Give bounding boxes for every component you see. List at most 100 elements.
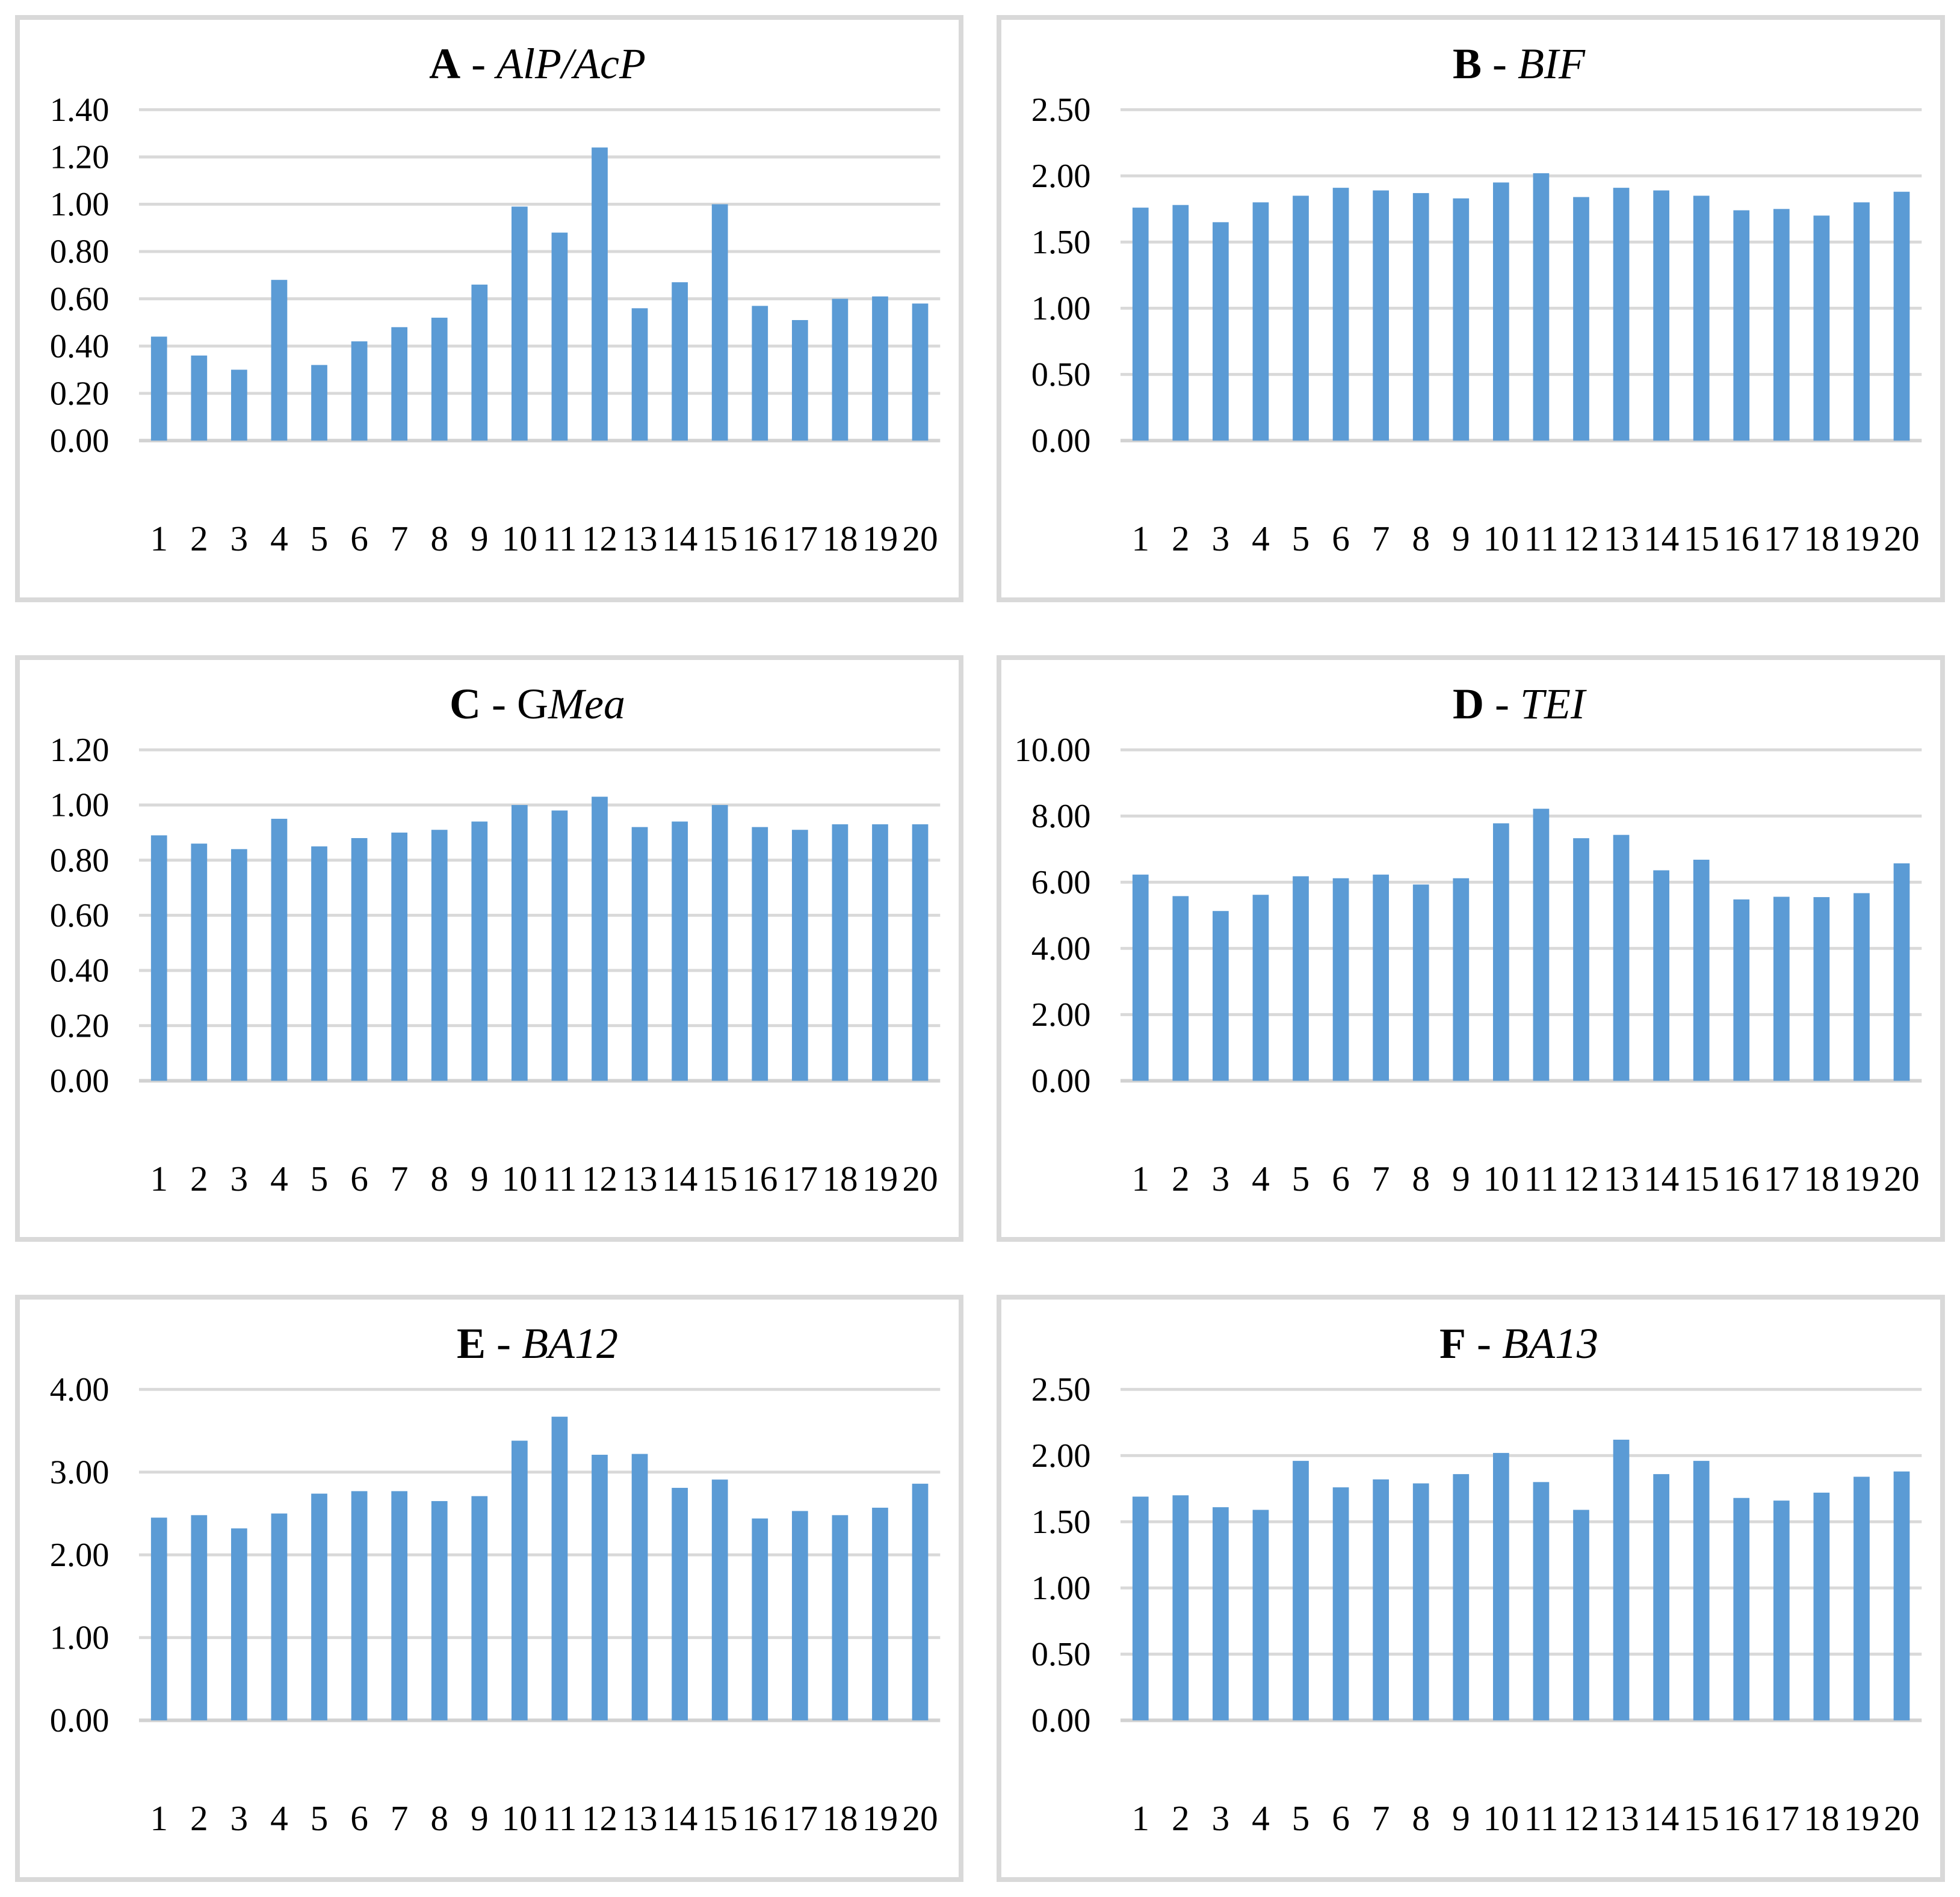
bar-2 [191,355,208,441]
x-tick-label: 7 [1372,1159,1390,1198]
bar-12 [592,1455,608,1721]
x-tick-label: 8 [1412,519,1430,558]
bar-14 [1653,870,1669,1081]
bar-4 [271,818,288,1081]
x-tick-label: 3 [1212,1159,1230,1198]
y-tick-label: 6.00 [1031,864,1091,901]
chart-panel-a: A - AlP/AcP 0.00 0.20 0.40 0.60 0.80 1.00 1.20… [15,15,963,602]
x-tick-label: 10 [502,1799,537,1839]
bar-1 [1132,208,1149,441]
x-tick-label: 17 [782,1159,818,1198]
bar-14 [672,821,688,1081]
y-tick-label: 4.00 [1031,930,1091,967]
x-tick-label: 9 [471,1159,489,1198]
x-tick-label: 4 [270,1159,288,1198]
bar-8 [1412,193,1429,441]
x-tick-label: 3 [1212,519,1230,558]
x-tick-label: 15 [1684,519,1719,558]
chart-title: B - BIF [1122,40,1916,88]
bar-6 [1332,188,1349,441]
bar-7 [1373,190,1390,441]
bar-14 [1653,1474,1669,1721]
chart-title-name-italic: AlP/AcP [496,40,646,88]
bar-17 [791,829,808,1081]
bar-4 [271,280,288,441]
bar-10 [511,804,528,1081]
x-tick-label: 14 [1643,519,1679,558]
x-tick-label: 11 [542,1799,577,1839]
chart-title-name-italic: BIF [1518,40,1585,88]
bar-3 [231,369,247,441]
x-tick-label: 19 [862,1799,898,1839]
bar-11 [551,810,568,1081]
bar-3 [231,848,247,1081]
bar-5 [1293,196,1309,441]
bar-9 [1453,878,1470,1081]
x-tick-label: 20 [1884,519,1919,558]
y-tick-label: 0.20 [50,1007,110,1044]
bar-20 [1893,191,1910,441]
bar-12 [1573,837,1589,1081]
x-tick-label: 12 [1563,1159,1599,1198]
bar-7 [1373,874,1390,1081]
bar-chart-a: 0.000.200.400.600.801.001.201.401 2 3 4 5 6 7 8… [50,91,941,558]
y-tick-label: 0.00 [50,1703,110,1740]
bar-13 [1613,188,1630,441]
x-tick-label: 14 [1643,1799,1679,1839]
x-tick-label: 3 [230,519,249,558]
chart-title-separator: - [486,1319,522,1368]
x-tick-label: 18 [822,1159,858,1198]
x-tick-label: 2 [1172,519,1190,558]
chart-title-letter: E [457,1319,486,1368]
bar-13 [1613,1440,1630,1721]
x-tick-label: 3 [230,1799,249,1839]
bar-19 [872,296,888,441]
bar-18 [1813,215,1830,441]
y-tick-label: 1.00 [50,186,110,223]
chart-title-name-italic: BA13 [1502,1319,1598,1368]
bar-19 [1853,1476,1870,1721]
bar-4 [1252,894,1269,1081]
x-tick-label: 10 [502,519,537,558]
bar-14 [672,282,688,441]
chart-title-letter: A [429,40,461,88]
x-tick-label: 9 [1452,1159,1470,1198]
x-tick-label: 6 [350,1799,368,1839]
x-tick-label: 20 [902,1159,938,1198]
x-tick-label: 1 [150,519,168,558]
x-tick-label: 4 [270,1799,288,1839]
chart-title-name-italic: BA12 [522,1319,618,1368]
x-tick-label: 16 [1724,1799,1759,1839]
chart-title-letter: B [1453,40,1482,88]
x-tick-label: 1 [150,1799,168,1839]
bar-7 [391,832,408,1081]
bar-18 [832,824,849,1081]
y-tick-label: 1.00 [50,786,110,824]
y-tick-label: 1.40 [50,91,110,129]
x-tick-label: 15 [1684,1799,1719,1839]
x-tick-label: 5 [1292,1799,1310,1839]
bar-13 [631,308,648,441]
x-tick-label: 15 [702,1159,738,1198]
chart-panel-b: B - BIF 0.00 0.50 1.00 1.50 2.00 2.50 1 2 3 4 5 6 7 8… [997,15,1945,602]
bar-2 [191,1515,208,1721]
bar-20 [1893,1472,1910,1721]
x-tick-label: 7 [391,1159,409,1198]
chart-title-name-italic: TEI [1519,679,1585,728]
x-tick-label: 11 [542,1159,577,1198]
bar-9 [1453,198,1470,441]
bar-20 [1893,863,1910,1081]
x-tick-label: 17 [1764,1799,1799,1839]
bar-15 [1693,1461,1710,1721]
chart-title-separator: - [460,40,497,88]
bar-15 [1693,196,1710,441]
x-tick-label: 6 [1332,519,1350,558]
bar-18 [832,298,849,441]
y-tick-label: 0.00 [50,422,110,460]
x-tick-label: 14 [1643,1159,1679,1198]
y-tick-label: 1.00 [50,1620,110,1657]
x-tick-label: 16 [742,1799,778,1839]
chart-title: F - BA13 [1122,1320,1916,1368]
